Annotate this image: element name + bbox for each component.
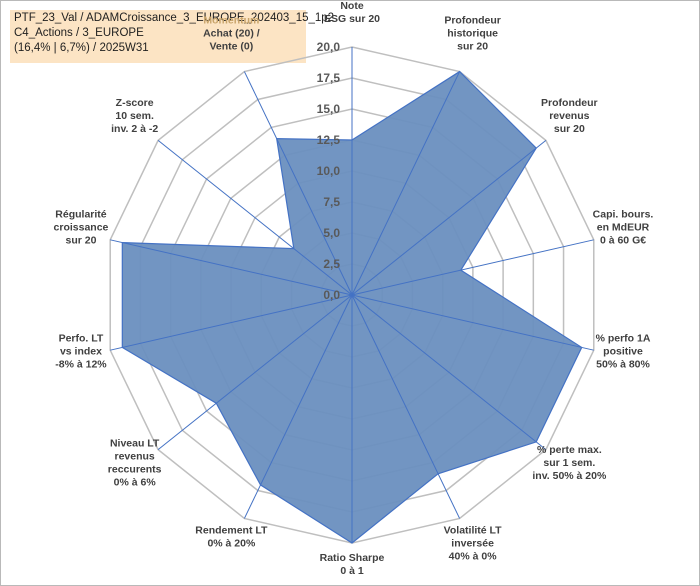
axis-spoke-13 bbox=[243, 71, 353, 296]
tick-label-8: 20,0 bbox=[317, 40, 341, 54]
chart-header-box: PTF_23_Val / ADAMCroissance_3_EUROPE_202… bbox=[10, 10, 334, 63]
category-label-3: Capi. bours. en MdEUR 0 à 60 G€ bbox=[593, 209, 654, 247]
tick-label-0: 0,0 bbox=[323, 288, 340, 302]
header-line-2: C4_Actions / 3_EUROPE bbox=[14, 27, 144, 39]
category-label-7: Ratio Sharpe 0 à 1 bbox=[320, 552, 385, 577]
axis-spoke-11 bbox=[110, 239, 353, 296]
axis-spoke-12 bbox=[157, 139, 353, 296]
tick-label-3: 7,5 bbox=[323, 195, 340, 209]
tick-label-6: 15,0 bbox=[317, 102, 341, 116]
category-label-9: Niveau LT revenus reccurents 0% à 6% bbox=[108, 437, 162, 488]
category-label-11: Régularité croissance sur 20 bbox=[54, 209, 109, 247]
tick-label-1: 2,5 bbox=[323, 257, 340, 271]
tick-label-5: 12,5 bbox=[317, 133, 341, 147]
axis-spoke-3 bbox=[351, 239, 594, 296]
tick-label-2: 5,0 bbox=[323, 226, 340, 240]
axis-spoke-1 bbox=[351, 71, 461, 296]
axis-spoke-9 bbox=[157, 294, 353, 451]
header-line-1: PTF_23_Val / ADAMCroissance_3_EUROPE_202… bbox=[14, 12, 335, 24]
category-label-2: Profondeur revenus sur 20 bbox=[541, 97, 598, 135]
category-label-0: Note ESG sur 20 bbox=[324, 0, 380, 25]
category-label-6: Volatilité LT inversée 40% à 0% bbox=[444, 524, 503, 562]
category-label-13: Momentum Achat (20) / Vente (0) bbox=[203, 15, 260, 53]
axis-spoke-5 bbox=[351, 294, 547, 451]
category-label-12: Z-score 10 sem. inv. 2 à -2 bbox=[111, 97, 158, 135]
axis-spoke-2 bbox=[351, 139, 547, 296]
tick-label-7: 17,5 bbox=[317, 71, 341, 85]
axis-spoke-8 bbox=[243, 294, 353, 519]
header-line-3: (16,4% | 6,7%) / 2025W31 bbox=[14, 42, 149, 54]
category-label-8: Rendement LT 0% à 20% bbox=[195, 524, 268, 549]
category-label-10: Perfo. LT vs index -8% à 12% bbox=[55, 332, 107, 370]
axis-spoke-6 bbox=[351, 294, 461, 519]
axis-spoke-10 bbox=[110, 294, 353, 351]
category-label-1: Profondeur historique sur 20 bbox=[444, 15, 501, 53]
tick-label-4: 10,0 bbox=[317, 164, 341, 178]
category-label-4: % perfo 1A positive 50% à 80% bbox=[596, 332, 651, 370]
category-label-5: % perte max. sur 1 sem. inv. 50% à 20% bbox=[532, 444, 607, 482]
axis-spoke-4 bbox=[351, 294, 594, 351]
